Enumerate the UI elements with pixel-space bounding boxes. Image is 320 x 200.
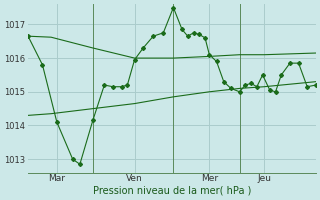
X-axis label: Pression niveau de la mer( hPa ): Pression niveau de la mer( hPa ) (93, 186, 251, 196)
